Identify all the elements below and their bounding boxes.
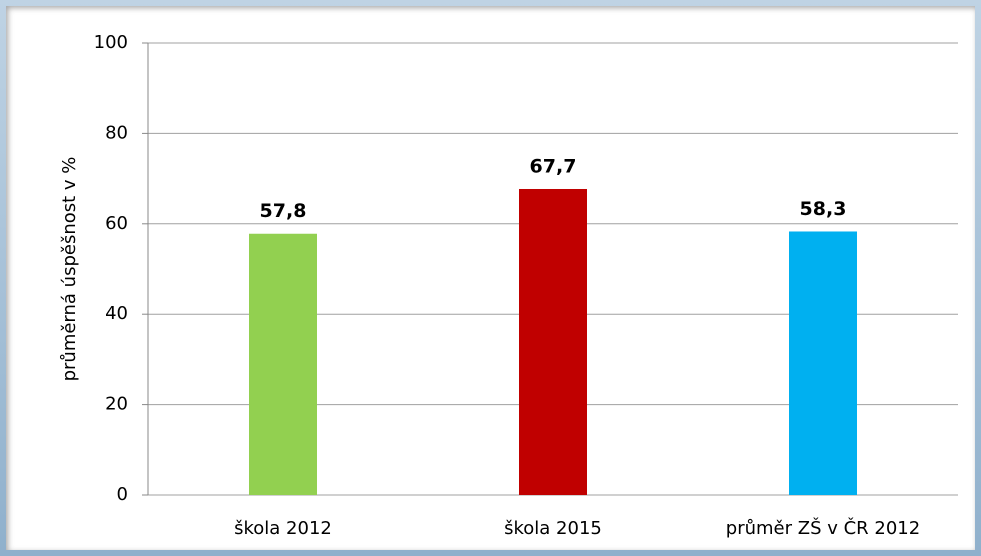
- value-label: 58,3: [800, 198, 847, 220]
- x-tick-label: průměr ZŠ v ČR 2012: [726, 517, 920, 539]
- y-axis-label: průměrná úspěšnost v %: [59, 157, 80, 382]
- bar: [519, 188, 587, 495]
- y-tick-label: 100: [94, 32, 128, 53]
- y-tick-label: 0: [117, 484, 128, 505]
- y-tick-label: 40: [105, 303, 128, 324]
- x-tick-label: škola 2012: [234, 518, 332, 539]
- value-label: 67,7: [530, 155, 577, 177]
- y-tick-label: 60: [105, 213, 128, 234]
- bar: [249, 233, 317, 495]
- x-tick-label: škola 2015: [504, 518, 602, 539]
- value-label: 57,8: [260, 200, 307, 222]
- y-tick-label: 80: [105, 122, 128, 143]
- bar: [789, 231, 857, 495]
- y-tick-label: 20: [105, 394, 128, 415]
